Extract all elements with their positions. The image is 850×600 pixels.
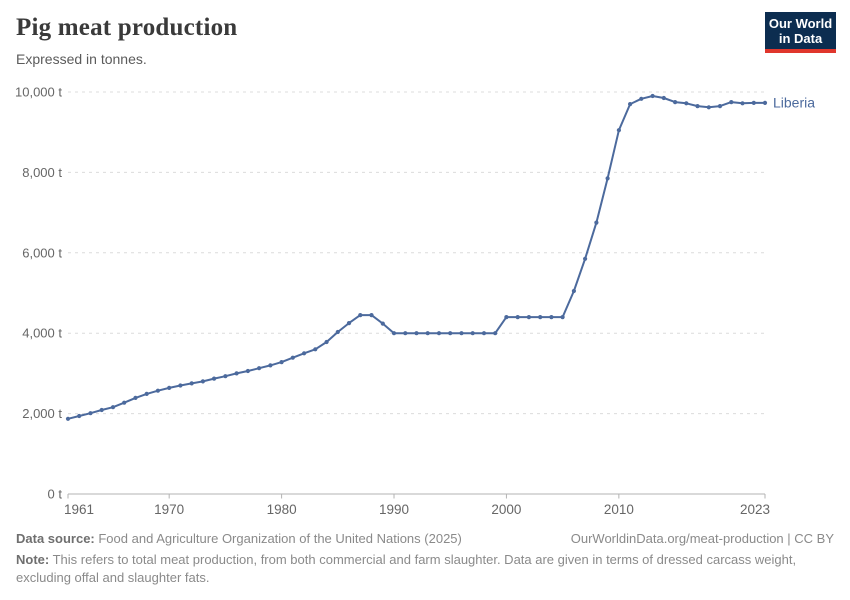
- data-point[interactable]: [346, 321, 352, 326]
- owid-logo-line2: in Data: [778, 30, 823, 46]
- data-point[interactable]: [504, 315, 509, 320]
- data-point[interactable]: [155, 388, 160, 393]
- data-point[interactable]: [628, 102, 633, 107]
- data-point[interactable]: [200, 379, 205, 384]
- y-axis-labels: 0 t 2,000 t 4,000 t 6,000 t 8,000 t 10,000 t: [15, 85, 62, 502]
- data-point[interactable]: [178, 383, 183, 388]
- data-point[interactable]: [358, 313, 363, 318]
- data-point[interactable]: [88, 411, 93, 416]
- note-line: Note: This refers to total meat producti…: [16, 551, 811, 587]
- y-tick-label: 0 t: [48, 487, 63, 502]
- x-tick-label: 1980: [267, 502, 297, 517]
- data-point[interactable]: [605, 176, 610, 181]
- y-tick-label: 8,000 t: [22, 165, 62, 180]
- y-tick-label: 4,000 t: [22, 326, 62, 341]
- data-point[interactable]: [391, 331, 397, 336]
- data-point[interactable]: [616, 128, 622, 133]
- data-point[interactable]: [99, 407, 104, 413]
- data-point[interactable]: [133, 395, 138, 400]
- data-point[interactable]: [583, 256, 588, 261]
- series-label-liberia[interactable]: Liberia: [773, 94, 815, 110]
- data-point[interactable]: [639, 96, 644, 101]
- x-tick-label: 2010: [604, 502, 634, 517]
- data-point[interactable]: [369, 313, 374, 318]
- data-point[interactable]: [313, 347, 318, 352]
- data-point[interactable]: [571, 288, 577, 294]
- data-point[interactable]: [493, 331, 498, 336]
- data-point[interactable]: [481, 331, 487, 336]
- note-text: This refers to total meat production, fr…: [16, 552, 797, 585]
- chart-subtitle: Expressed in tonnes.: [16, 51, 147, 67]
- x-tick-label: 2023: [740, 502, 770, 517]
- data-point[interactable]: [650, 93, 655, 99]
- x-tick-label: 1970: [154, 502, 184, 517]
- data-point[interactable]: [257, 366, 262, 371]
- data-point[interactable]: [403, 331, 408, 336]
- liberia-line[interactable]: [67, 95, 766, 420]
- data-point[interactable]: [729, 100, 734, 105]
- data-point[interactable]: [167, 385, 172, 390]
- data-point[interactable]: [302, 351, 307, 356]
- data-point[interactable]: [526, 315, 532, 320]
- data-point[interactable]: [122, 400, 127, 405]
- data-point[interactable]: [459, 331, 464, 336]
- chart-footer: Data source: Food and Agriculture Organi…: [16, 530, 834, 587]
- data-point[interactable]: [695, 104, 700, 109]
- data-point[interactable]: [560, 315, 565, 320]
- data-source-label: Data source:: [16, 531, 95, 546]
- data-point[interactable]: [470, 331, 475, 336]
- data-point[interactable]: [245, 368, 250, 374]
- owid-url-link[interactable]: OurWorldinData.org/meat-production | CC …: [570, 531, 834, 546]
- data-point[interactable]: [740, 101, 745, 106]
- data-source-text: Food and Agriculture Organization of the…: [94, 531, 462, 546]
- data-point[interactable]: [144, 391, 149, 396]
- data-point[interactable]: [414, 331, 419, 336]
- data-point[interactable]: [717, 104, 723, 109]
- data-point[interactable]: [706, 105, 711, 110]
- y-gridlines: [68, 91, 765, 495]
- page-title: Pig meat production: [16, 14, 238, 41]
- data-point[interactable]: [279, 360, 284, 365]
- x-tick-label: 2000: [491, 502, 521, 517]
- line-chart: 0 t 2,000 t 4,000 t 6,000 t 8,000 t 10,000 t 1…: [15, 85, 815, 518]
- data-point[interactable]: [684, 101, 689, 106]
- data-point[interactable]: [436, 331, 442, 336]
- owid-logo[interactable]: Our World in Data: [765, 12, 836, 53]
- x-tick-label: 1961: [64, 502, 94, 517]
- data-point[interactable]: [268, 363, 273, 368]
- data-point[interactable]: [189, 381, 194, 386]
- data-point[interactable]: [324, 339, 329, 345]
- note-label: Note:: [16, 552, 50, 567]
- data-point[interactable]: [762, 100, 768, 105]
- data-point[interactable]: [538, 315, 543, 320]
- data-point[interactable]: [673, 100, 678, 105]
- data-point[interactable]: [335, 329, 340, 335]
- data-point[interactable]: [380, 321, 385, 326]
- data-point[interactable]: [290, 355, 295, 360]
- owid-logo-line1: Our World: [768, 15, 833, 31]
- x-tick-label: 1990: [379, 502, 409, 517]
- data-point[interactable]: [223, 374, 228, 379]
- data-point[interactable]: [515, 315, 520, 320]
- data-point[interactable]: [77, 413, 82, 419]
- data-source-line: Data source: Food and Agriculture Organi…: [16, 530, 462, 548]
- data-point[interactable]: [212, 376, 217, 381]
- y-tick-label: 6,000 t: [22, 245, 62, 260]
- data-points[interactable]: [65, 93, 768, 421]
- data-point[interactable]: [661, 95, 666, 101]
- data-point[interactable]: [751, 100, 756, 105]
- data-point[interactable]: [425, 331, 430, 336]
- data-point[interactable]: [65, 416, 71, 421]
- data-point[interactable]: [594, 220, 599, 225]
- y-tick-label: 10,000 t: [15, 85, 62, 100]
- data-point[interactable]: [234, 371, 239, 376]
- x-axis-labels: 1961 1970 1980 1990 2000 2010 2023: [64, 494, 770, 517]
- data-point[interactable]: [110, 405, 116, 410]
- y-tick-label: 2,000 t: [22, 406, 62, 421]
- data-point[interactable]: [549, 315, 554, 320]
- data-point[interactable]: [448, 331, 453, 336]
